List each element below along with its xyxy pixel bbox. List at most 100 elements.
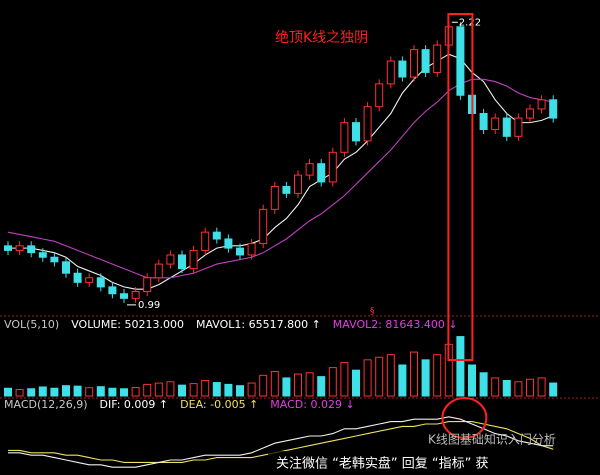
indicator-label: MACD: 0.029 ↓ [270, 398, 354, 411]
volume-bar [50, 387, 59, 397]
indicator-label: MAVOL1: 65517.800 ↑ [196, 318, 321, 331]
dif-line [8, 416, 554, 468]
volume-bar [85, 387, 94, 397]
price-label: 2.22 [459, 17, 481, 28]
volume-bar [491, 377, 500, 397]
candle-body [189, 249, 198, 270]
volume-bar [386, 354, 395, 397]
volume-bar [479, 372, 488, 397]
highlight-box [447, 13, 474, 361]
volume-bar [259, 374, 268, 397]
footer-note: 关注微信 “老韩实盘” 回复 “指标” 获 [276, 456, 488, 472]
annotation: § [370, 307, 375, 317]
volume-bar [502, 380, 511, 397]
volume-bar [131, 386, 140, 397]
candle-body [166, 254, 175, 265]
volume-bar [352, 369, 360, 397]
volume-bar [305, 372, 314, 397]
candle-body [456, 26, 465, 96]
volume-bar [96, 386, 105, 397]
volume-bar [201, 380, 210, 397]
indicator-label: MAVOL2: 81643.400 ↓ [333, 318, 458, 331]
volume-bar [398, 364, 407, 397]
volume-bar [62, 385, 70, 397]
candle-body [398, 60, 407, 78]
volume-bar [375, 356, 384, 397]
candle-body [305, 163, 314, 176]
candle-body [108, 286, 117, 295]
candle-body [120, 293, 128, 299]
candle-body [282, 186, 291, 194]
candle-body [50, 256, 59, 263]
volume-bar [363, 359, 372, 397]
volume-bar [340, 361, 349, 397]
candle-body [363, 106, 372, 142]
candle-body [178, 254, 186, 270]
footer-backdrop [268, 451, 600, 475]
indicator-label: MACD(12,26,9) [4, 398, 88, 411]
volume-bar [212, 382, 221, 397]
candle-body [352, 122, 360, 142]
volume-bar [317, 376, 326, 397]
volume-bar [189, 383, 198, 397]
candle-body [421, 49, 430, 73]
candle-body [96, 277, 105, 288]
candle-body [85, 277, 94, 283]
candle-body [433, 44, 442, 73]
candle-body [236, 247, 244, 256]
candle-body [73, 272, 82, 283]
volume-bar [143, 383, 152, 397]
highlight-circle [441, 397, 488, 439]
candle-body [259, 208, 268, 245]
watermark: K线图基础知识入门分析 [428, 432, 556, 447]
candle-body [526, 108, 534, 119]
volume-bar [270, 370, 279, 397]
volume-bar [166, 381, 175, 397]
indicator-label: VOLUME: 50213.000 [71, 318, 184, 331]
candle-body [502, 117, 511, 137]
volume-bar [282, 377, 291, 397]
candle-body [62, 261, 70, 274]
candle-body [410, 49, 418, 78]
candle-body [294, 174, 302, 194]
chart-title: 绝顶K线之独阴 [275, 30, 368, 46]
candle-body [549, 99, 558, 119]
volume-bar [15, 389, 24, 397]
volume-bar [328, 367, 337, 397]
volume-bar [549, 382, 558, 397]
candle-body [143, 277, 152, 292]
volume-bar [224, 383, 233, 397]
candle-body [154, 263, 163, 279]
candle-body [328, 151, 337, 183]
candle-body [491, 117, 500, 130]
volume-bar [154, 382, 163, 397]
candle-body [27, 245, 36, 254]
candle-body [131, 290, 140, 299]
indicator-label: VOL(5,10) [4, 318, 59, 331]
volume-bar [247, 382, 256, 397]
volume-bar [514, 381, 523, 397]
volume-bar [27, 388, 36, 397]
volume-bar [236, 385, 244, 397]
volume-bar [410, 351, 418, 397]
candle-body [537, 99, 546, 110]
volume-bar [38, 386, 47, 397]
candle-body [270, 186, 279, 210]
price-label: 0.99 [138, 300, 160, 311]
volume-bar [4, 387, 12, 397]
candle-body [340, 122, 349, 153]
candle-body [386, 60, 395, 85]
volume-bar [294, 373, 302, 397]
volume-bar [178, 384, 186, 397]
candle-body [317, 163, 326, 183]
candle-body [4, 245, 12, 251]
volume-bar [526, 378, 534, 397]
candle-body [15, 245, 24, 251]
volume-bar [108, 387, 117, 397]
indicator-label: DIF: 0.009 ↑ [100, 398, 169, 411]
candle-body [212, 231, 221, 240]
volume-bar [73, 385, 82, 397]
volume-bar [537, 377, 546, 397]
plot: 2.22 0.99 § VOL(5,10) VOLUME: 50213.000 MAVOL… [4, 13, 558, 468]
candle-body [247, 243, 256, 256]
